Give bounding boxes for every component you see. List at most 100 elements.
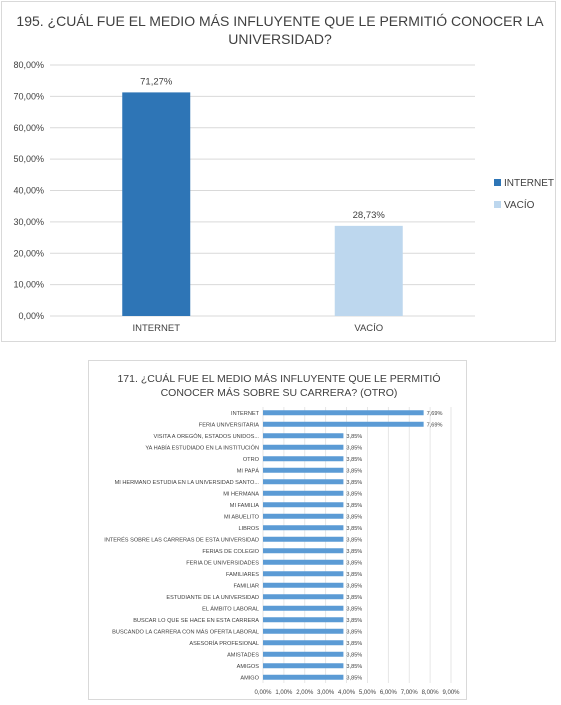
legend-swatch	[494, 179, 501, 186]
data-label: 3,85%	[346, 480, 362, 486]
data-label: 3,85%	[346, 652, 362, 658]
bar	[263, 456, 344, 462]
x-tick-label: 1,00%	[275, 690, 293, 696]
category-label: FAMILIAR	[234, 583, 260, 589]
data-label: 28,73%	[353, 210, 386, 221]
bar	[263, 617, 344, 623]
x-tick-label: 5,00%	[359, 690, 377, 696]
bar	[263, 421, 424, 427]
data-label: 3,85%	[346, 618, 362, 624]
data-label: 71,27%	[140, 76, 173, 87]
bar	[263, 594, 344, 600]
category-label: YA HABÍA ESTUDIADO EN LA INSTITUCIÓN	[145, 444, 259, 451]
y-tick-label: 30,00%	[13, 217, 44, 227]
data-label: 7,69%	[427, 411, 443, 417]
bar	[263, 410, 424, 416]
bar	[263, 559, 344, 565]
bar	[263, 651, 344, 657]
bar	[263, 444, 344, 450]
chart-195: 195. ¿CUÁL FUE EL MEDIO MÁS INFLUYENTE Q…	[13, 13, 554, 334]
category-label: AMIGO	[240, 675, 259, 681]
x-tick-label: 7,00%	[401, 690, 419, 696]
category-label: MI FAMILIA	[230, 503, 259, 509]
data-label: 3,85%	[346, 491, 362, 497]
x-tick-label: 6,00%	[380, 690, 398, 696]
data-label: 3,85%	[346, 629, 362, 635]
category-label: EL ÁMBITO LABORAL	[202, 605, 259, 612]
x-tick-label: VACÍO	[354, 323, 383, 334]
bar	[263, 605, 344, 611]
bar	[122, 92, 191, 316]
bar	[263, 433, 344, 439]
bar	[263, 582, 344, 588]
y-tick-label: 20,00%	[13, 248, 44, 258]
bar	[263, 674, 344, 680]
category-label: MI HERMANA	[223, 491, 259, 497]
chart-panel-171: 171. ¿CUÁL FUE EL MEDIO MÁS INFLUYENTE Q…	[88, 360, 467, 700]
category-label: ASESORÍA PROFESIONAL	[189, 640, 259, 647]
category-label: INTERNET	[231, 411, 260, 417]
x-tick-label: 9,00%	[442, 690, 460, 696]
data-label: 3,85%	[346, 503, 362, 509]
bar	[263, 640, 344, 646]
legend-label: VACÍO	[504, 198, 535, 211]
data-label: 7,69%	[427, 422, 443, 428]
bar	[263, 548, 344, 554]
category-label: FERIA DE UNIVERSIDADES	[186, 560, 259, 566]
bar	[263, 502, 344, 508]
y-tick-label: 70,00%	[13, 91, 44, 101]
category-label: AMISTADES	[227, 652, 259, 658]
data-label: 3,85%	[346, 664, 362, 670]
bar	[263, 571, 344, 577]
data-label: 3,85%	[346, 445, 362, 451]
category-label: FERIAS DE COLEGIO	[202, 549, 259, 555]
data-label: 3,85%	[346, 537, 362, 543]
x-tick-label: 8,00%	[422, 690, 440, 696]
chart-title-line: CONOCER MÁS SOBRE SU CARRERA? (OTRO)	[161, 386, 398, 399]
chart-171: 171. ¿CUÁL FUE EL MEDIO MÁS INFLUYENTE Q…	[104, 372, 460, 696]
category-label: BUSCANDO LA CARRERA CON MÁS OFERTA LABOR…	[112, 628, 259, 635]
category-label: OTRO	[243, 457, 260, 463]
bar	[263, 663, 344, 669]
category-label: FAMILIARES	[226, 572, 259, 578]
y-tick-label: 10,00%	[13, 280, 44, 290]
data-label: 3,85%	[346, 514, 362, 520]
y-tick-label: 50,00%	[13, 154, 44, 164]
x-tick-label: 2,00%	[296, 690, 314, 696]
bar	[263, 525, 344, 531]
y-tick-label: 80,00%	[13, 60, 44, 70]
bar	[263, 628, 344, 634]
category-label: MI PAPÁ	[237, 467, 260, 474]
category-label: AMIGOS	[237, 664, 260, 670]
chart-panel-195: 195. ¿CUÁL FUE EL MEDIO MÁS INFLUYENTE Q…	[1, 1, 556, 342]
category-label: VISITA A OREGÓN, ESTADOS UNIDOS...	[154, 433, 260, 440]
bar	[334, 225, 403, 316]
data-label: 3,85%	[346, 549, 362, 555]
data-label: 3,85%	[346, 434, 362, 440]
y-tick-label: 40,00%	[13, 186, 44, 196]
legend-label: INTERNET	[504, 178, 554, 189]
x-tick-label: 3,00%	[317, 690, 335, 696]
x-tick-label: 0,00%	[254, 690, 272, 696]
category-label: LIBROS	[238, 526, 259, 532]
chart-title-line: 171. ¿CUÁL FUE EL MEDIO MÁS INFLUYENTE Q…	[117, 372, 440, 385]
category-label: MI HERMANO ESTUDIA EN LA UNIVERSIDAD SAN…	[115, 480, 260, 486]
bar	[263, 479, 344, 485]
category-label: BUSCAR LO QUE SE HACE EN ESTA CARRERA	[133, 618, 259, 624]
data-label: 3,85%	[346, 606, 362, 612]
bar	[263, 490, 344, 496]
data-label: 3,85%	[346, 560, 362, 566]
data-label: 3,85%	[346, 572, 362, 578]
y-tick-label: 60,00%	[13, 123, 44, 133]
bar	[263, 536, 344, 542]
data-label: 3,85%	[346, 457, 362, 463]
category-label: ESTUDIANTE DE LA UNIVERSIDAD	[166, 595, 259, 601]
x-tick-label: 4,00%	[338, 690, 356, 696]
data-label: 3,85%	[346, 526, 362, 532]
category-label: FERIA UNIVERSITARIA	[199, 422, 259, 428]
y-tick-label: 0,00%	[18, 311, 44, 321]
data-label: 3,85%	[346, 583, 362, 589]
data-label: 3,85%	[346, 468, 362, 474]
category-label: INTERÉS SOBRE LAS CARRERAS DE ESTA UNIVE…	[104, 536, 259, 543]
bar	[263, 513, 344, 519]
